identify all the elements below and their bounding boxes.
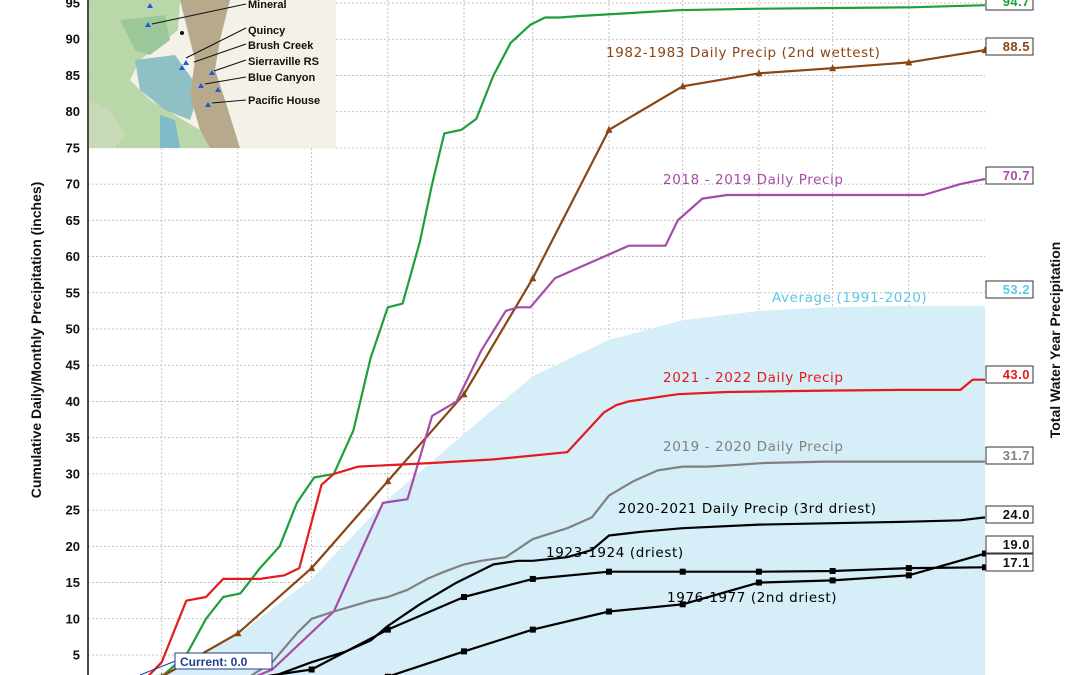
series-line-2 xyxy=(256,177,986,675)
series-name-label: 2018 - 2019 Daily Precip xyxy=(663,172,844,188)
series-marker xyxy=(529,274,537,282)
map-label-blue-canyon: Blue Canyon xyxy=(248,72,316,84)
series-marker xyxy=(982,564,988,571)
series-labels: 1982-1983 Daily Precip (2nd wettest) 2018… xyxy=(546,0,1034,606)
total-box xyxy=(985,280,1034,299)
y-tick-label: 80 xyxy=(66,104,80,119)
total-value-label: 19.0 xyxy=(1003,537,1030,552)
total-box xyxy=(985,365,1034,384)
y-tick-label: 25 xyxy=(66,503,80,518)
series-marker xyxy=(308,564,316,572)
series-line-3 xyxy=(147,378,985,675)
series-name-label: 2019 - 2020 Daily Precip xyxy=(663,439,844,455)
series-marker xyxy=(679,82,687,90)
total-value-label: 43.0 xyxy=(1003,367,1030,382)
y-tick-label: 40 xyxy=(66,394,80,409)
station-map: Mineral Quincy Brush Creek Sierraville R… xyxy=(89,0,336,148)
series-marker xyxy=(605,125,613,133)
y-tick-label: 20 xyxy=(66,539,80,554)
series-line-4 xyxy=(250,460,985,675)
current-indicator: Current: 0.0 xyxy=(139,652,273,675)
total-value-label: 53.2 xyxy=(1003,282,1030,297)
y-tick-label: 70 xyxy=(66,177,80,192)
y2-axis-title: Total Water Year Precipitation xyxy=(1047,242,1063,439)
total-value-label: 88.5 xyxy=(1003,39,1030,54)
total-box xyxy=(985,0,1034,11)
series-marker xyxy=(755,568,762,575)
average-name-label: Average (1991-2020) xyxy=(772,290,927,306)
series-marker xyxy=(461,648,468,655)
y-tick-label: 5 xyxy=(73,648,80,663)
map-label-quincy: Quincy xyxy=(248,25,286,37)
total-box xyxy=(985,446,1034,465)
series-marker xyxy=(160,672,163,675)
y-tick-label: 55 xyxy=(66,285,80,300)
series-marker xyxy=(679,568,686,575)
y-tick-label: 50 xyxy=(66,322,80,337)
total-value-label: 31.7 xyxy=(1003,448,1030,463)
y-tick-label: 30 xyxy=(66,466,80,481)
series-marker xyxy=(460,390,468,398)
series-marker xyxy=(905,58,913,66)
series-marker xyxy=(605,568,612,575)
series-name-label: 2020-2021 Daily Precip (3rd driest) xyxy=(618,501,877,517)
series-marker xyxy=(982,550,988,557)
map-label-sierraville: Sierraville RS xyxy=(248,56,319,68)
current-label: Current: 0.0 xyxy=(180,655,248,669)
map-leaders xyxy=(151,3,247,104)
y-tick-labels: 5 10 15 20 25 30 35 40 45 50 55 60 65 70 75 80 85 90 95 xyxy=(66,0,80,663)
series-marker xyxy=(605,608,612,615)
series-marker xyxy=(529,626,536,633)
series-marker xyxy=(679,601,686,608)
series-marker xyxy=(829,577,836,584)
total-value-label: 17.1 xyxy=(1003,555,1030,570)
total-box xyxy=(985,505,1034,524)
series-marker xyxy=(461,594,468,601)
y-tick-label: 90 xyxy=(66,32,80,47)
y-tick-label: 65 xyxy=(66,213,80,228)
y-tick-label: 10 xyxy=(66,611,80,626)
y-tick-label: 85 xyxy=(66,68,80,83)
y-tick-label: 15 xyxy=(66,575,80,590)
total-box xyxy=(985,553,1034,572)
series-markers xyxy=(160,46,989,675)
map-label-pacific-house: Pacific House xyxy=(248,95,320,107)
y-tick-label: 45 xyxy=(66,358,80,373)
total-value-label: 94.7 xyxy=(1003,0,1030,9)
average-fill xyxy=(88,305,985,675)
total-box xyxy=(985,535,1034,554)
series-name-label: 1982-1983 Daily Precip (2nd wettest) xyxy=(606,45,881,61)
series-marker xyxy=(384,673,391,675)
total-box xyxy=(985,166,1034,185)
series-line-0 xyxy=(161,4,986,675)
series-marker xyxy=(529,575,536,582)
average-area xyxy=(88,305,985,675)
series-name-label: 2021 - 2022 Daily Precip xyxy=(663,370,844,386)
series-marker xyxy=(905,565,912,572)
y-tick-label: 75 xyxy=(66,140,80,155)
series-marker xyxy=(234,629,242,637)
series-marker xyxy=(384,626,391,633)
series-marker xyxy=(755,579,762,586)
map-label-brush-creek: Brush Creek xyxy=(248,40,314,52)
series-marker xyxy=(829,64,837,72)
series-marker xyxy=(308,666,315,673)
series-name-label: 1923-1924 (driest) xyxy=(546,545,684,561)
series-name-label: 1976-1977 (2nd driest) xyxy=(667,590,837,606)
series-line-5 xyxy=(273,516,986,675)
y-axis-title: Cumulative Daily/Monthly Precipitation (… xyxy=(28,182,44,499)
total-value-label: 70.7 xyxy=(1003,168,1030,183)
y-tick-label: 60 xyxy=(66,249,80,264)
series-marker xyxy=(829,567,836,574)
total-value-label: 24.0 xyxy=(1003,507,1030,522)
series-marker xyxy=(755,69,763,77)
y-tick-label: 35 xyxy=(66,430,80,445)
map-stations xyxy=(145,3,221,107)
y-tick-label: 95 xyxy=(66,0,80,11)
series-marker xyxy=(905,572,912,579)
series-marker xyxy=(384,477,392,485)
total-box xyxy=(985,37,1034,56)
map-label-mineral: Mineral xyxy=(248,0,287,11)
